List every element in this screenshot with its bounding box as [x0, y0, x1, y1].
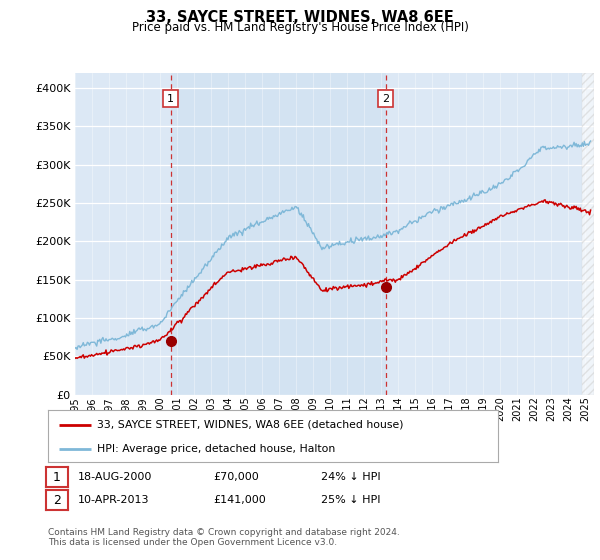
Text: 1: 1 — [53, 470, 61, 484]
Text: £70,000: £70,000 — [213, 472, 259, 482]
Text: 2: 2 — [53, 493, 61, 507]
Text: 10-APR-2013: 10-APR-2013 — [78, 495, 149, 505]
Bar — [582, 73, 594, 395]
Text: Price paid vs. HM Land Registry's House Price Index (HPI): Price paid vs. HM Land Registry's House … — [131, 21, 469, 34]
Text: 2: 2 — [382, 94, 389, 104]
Text: 24% ↓ HPI: 24% ↓ HPI — [321, 472, 380, 482]
Text: 33, SAYCE STREET, WIDNES, WA8 6EE (detached house): 33, SAYCE STREET, WIDNES, WA8 6EE (detac… — [97, 420, 403, 430]
Text: 1: 1 — [167, 94, 174, 104]
Text: 18-AUG-2000: 18-AUG-2000 — [78, 472, 152, 482]
Text: £141,000: £141,000 — [213, 495, 266, 505]
Text: Contains HM Land Registry data © Crown copyright and database right 2024.
This d: Contains HM Land Registry data © Crown c… — [48, 528, 400, 547]
Text: 25% ↓ HPI: 25% ↓ HPI — [321, 495, 380, 505]
Text: HPI: Average price, detached house, Halton: HPI: Average price, detached house, Halt… — [97, 444, 335, 454]
Text: 33, SAYCE STREET, WIDNES, WA8 6EE: 33, SAYCE STREET, WIDNES, WA8 6EE — [146, 10, 454, 25]
Bar — [170, 73, 386, 395]
